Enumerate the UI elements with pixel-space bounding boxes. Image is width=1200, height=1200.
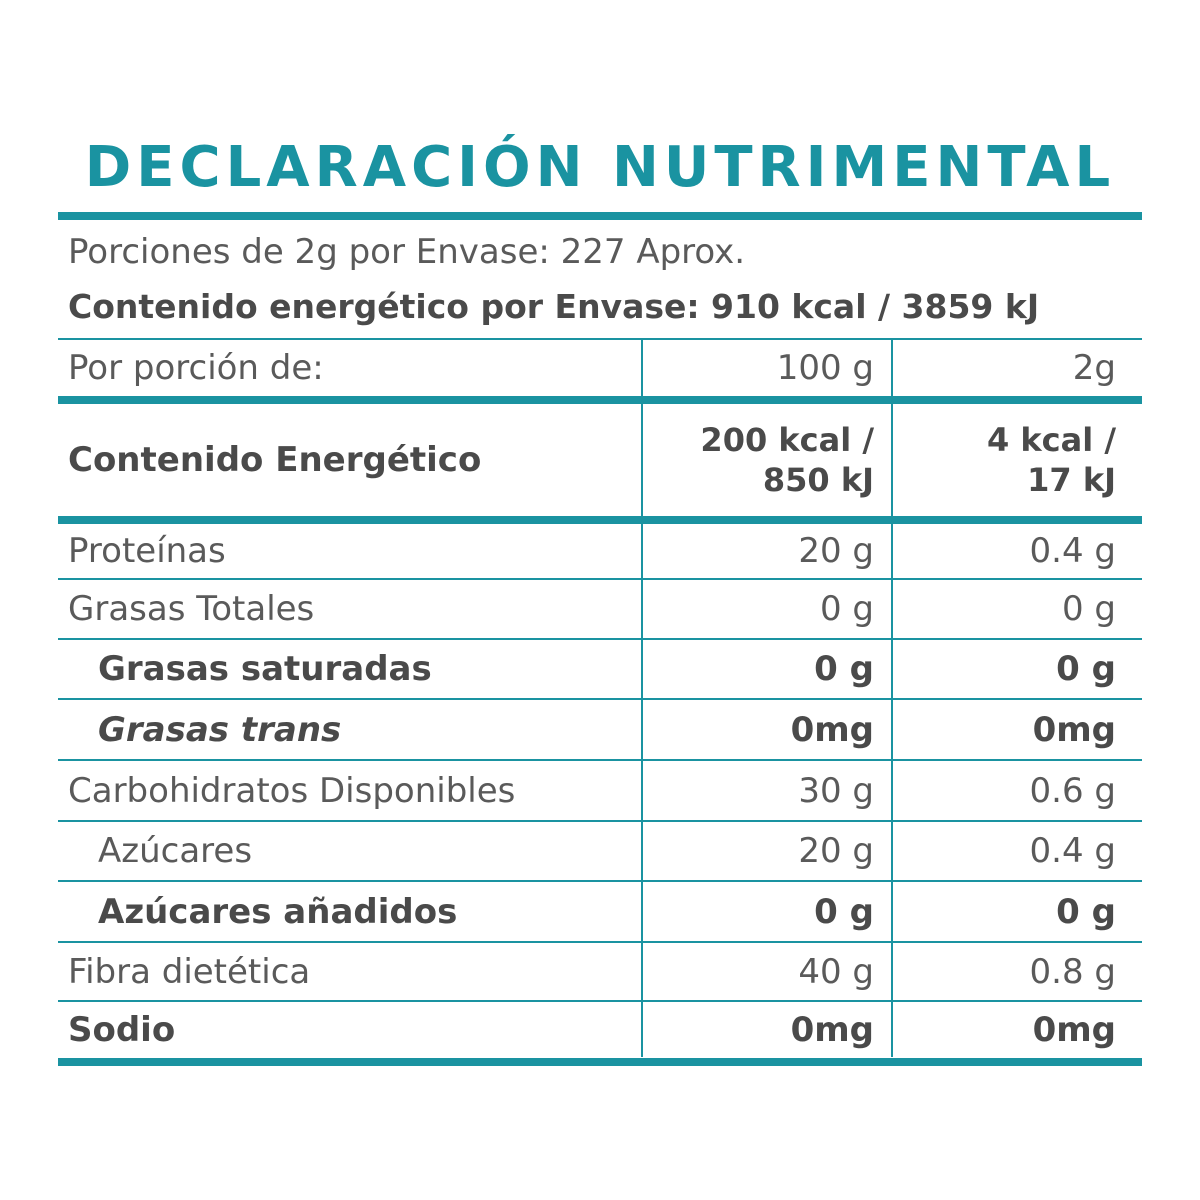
header-row: Por porción de: 100 g 2g: [58, 340, 1142, 396]
nutrient-value-100g: 20 g: [798, 530, 874, 571]
nutrient-label: Proteínas: [68, 530, 226, 571]
nutrient-value-100g: 0 g: [814, 649, 874, 689]
nutrient-label: Grasas Totales: [68, 589, 315, 629]
nutrient-value-100g: 0 g: [814, 891, 874, 932]
energy-col-100g: 200 kcal / 850 kJ: [644, 404, 874, 516]
nutrient-value-portion: 0.4 g: [1029, 530, 1116, 571]
nutrient-row-azucares-anadidos: Azúcares añadidos 0 g 0 g: [58, 882, 1142, 941]
nutrient-value-portion: 0.8 g: [1029, 951, 1116, 992]
row-divider: [58, 578, 1142, 580]
row-divider: [58, 638, 1142, 640]
energy-col1-line1: 200 kcal /: [700, 421, 874, 459]
row-divider: [58, 880, 1142, 882]
column-divider-1: [641, 339, 643, 1057]
nutrient-value-portion: 0mg: [1032, 709, 1116, 750]
header-col-portion: 2g: [1072, 348, 1116, 388]
energy-label: Contenido Energético: [68, 440, 482, 480]
nutrient-value-portion: 0 g: [1056, 891, 1116, 932]
nutrient-row-grasas-trans: Grasas trans 0mg 0mg: [58, 700, 1142, 759]
nutrient-label: Sodio: [68, 1010, 176, 1050]
row-divider: [58, 759, 1142, 761]
row-divider: [58, 1000, 1142, 1002]
energy-bottom-rule: [58, 516, 1142, 524]
top-rule: [58, 212, 1142, 220]
header-label: Por porción de:: [68, 348, 324, 388]
nutrient-value-portion: 0.4 g: [1029, 831, 1116, 871]
nutrient-row-proteinas: Proteínas 20 g 0.4 g: [58, 522, 1142, 579]
nutrient-value-100g: 0mg: [790, 1010, 874, 1050]
nutrient-row-grasas-saturadas: Grasas saturadas 0 g 0 g: [58, 640, 1142, 698]
nutrient-label: Fibra dietética: [68, 951, 311, 992]
nutrient-value-100g: 0mg: [790, 709, 874, 750]
servings-line: Porciones de 2g por Envase: 227 Aprox.: [68, 232, 746, 272]
column-divider-2: [891, 339, 893, 1057]
bottom-rule: [58, 1058, 1142, 1066]
header-bottom-rule: [58, 396, 1142, 404]
nutrient-value-100g: 30 g: [798, 770, 874, 811]
label-title: DECLARACIÓN NUTRIMENTAL: [84, 135, 1116, 200]
header-col-100g: 100 g: [776, 348, 874, 388]
energy-col-portion: 4 kcal / 17 kJ: [894, 404, 1116, 516]
nutrient-value-100g: 20 g: [798, 831, 874, 871]
nutrient-label: Grasas saturadas: [98, 649, 432, 689]
header-top-rule: [58, 338, 1142, 340]
nutrient-row-grasas-totales: Grasas Totales 0 g 0 g: [58, 580, 1142, 638]
nutrient-value-portion: 0 g: [1056, 649, 1116, 689]
nutrient-value-portion: 0mg: [1032, 1010, 1116, 1050]
nutrient-value-portion: 0 g: [1061, 589, 1116, 629]
row-divider: [58, 698, 1142, 700]
nutrient-row-sodio: Sodio 0mg 0mg: [58, 1002, 1142, 1058]
nutrient-row-azucares: Azúcares 20 g 0.4 g: [58, 822, 1142, 880]
nutrient-value-100g: 40 g: [798, 951, 874, 992]
nutrient-row-carbohidratos: Carbohidratos Disponibles 30 g 0.6 g: [58, 761, 1142, 820]
nutrient-label: Azúcares: [98, 831, 253, 871]
row-divider: [58, 941, 1142, 943]
nutrient-label: Grasas trans: [98, 709, 342, 750]
row-divider: [58, 820, 1142, 822]
energy-per-package: Contenido energético por Envase: 910 kca…: [68, 287, 1040, 326]
nutrient-label: Azúcares añadidos: [98, 891, 458, 932]
energy-col2-line1: 4 kcal /: [986, 421, 1116, 459]
energy-col1-line2: 850 kJ: [762, 461, 874, 499]
energy-col2-line2: 17 kJ: [1027, 461, 1116, 499]
nutrient-label: Carbohidratos Disponibles: [68, 770, 516, 811]
nutrient-value-100g: 0 g: [819, 589, 874, 629]
nutrient-value-portion: 0.6 g: [1029, 770, 1116, 811]
nutrient-row-fibra: Fibra dietética 40 g 0.8 g: [58, 943, 1142, 1000]
energy-row: Contenido Energético 200 kcal / 850 kJ 4…: [58, 404, 1142, 516]
